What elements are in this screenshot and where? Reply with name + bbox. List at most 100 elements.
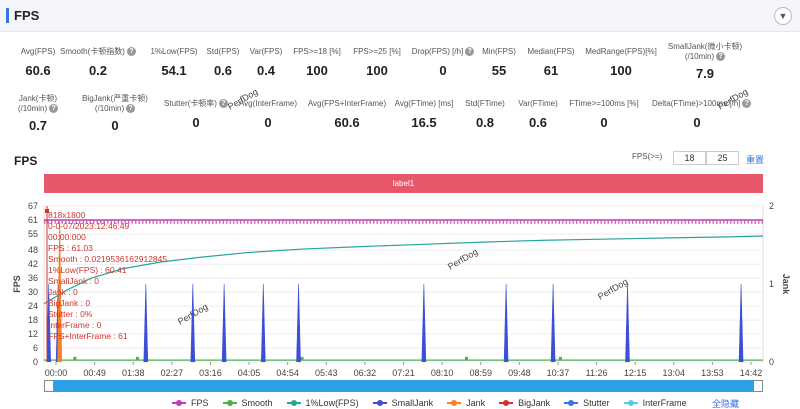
metric-16: Avg(FPS+InterFrame) 60.6 xyxy=(302,99,392,130)
scroll-handle-right[interactable] xyxy=(753,380,763,392)
smalljank-spike xyxy=(296,283,301,363)
y-tick-label: 42 xyxy=(28,259,38,269)
help-icon[interactable]: ? xyxy=(49,104,59,114)
help-icon[interactable]: ? xyxy=(742,99,752,109)
legend-swatch-icon xyxy=(623,400,638,406)
y2-tick-label: 1 xyxy=(769,279,774,289)
metric-1: Smooth(卡顿指数)? 0.2 xyxy=(53,47,143,78)
help-icon[interactable]: ? xyxy=(218,99,228,109)
chevron-down-icon[interactable]: ▼ xyxy=(774,7,792,25)
watermark-text: PerfDog xyxy=(716,87,750,112)
x-tick-label: 06:32 xyxy=(354,368,377,378)
x-tick-label: 13:04 xyxy=(663,368,686,378)
legend-item[interactable]: Stutter xyxy=(564,398,610,408)
x-tick-label: 05:43 xyxy=(315,368,338,378)
y-tick-label: 12 xyxy=(28,329,38,339)
legend-item[interactable]: 1%Low(FPS) xyxy=(286,398,359,408)
metric-label: Stutter(卡顿率) xyxy=(164,99,217,108)
metric-label: Delta(FTime)>100ms [/h] xyxy=(652,99,741,108)
metric-value: 60.6 xyxy=(334,115,360,130)
legend-item[interactable]: FPS xyxy=(172,398,209,408)
metric-3: Std(FPS) 0.6 xyxy=(178,47,268,78)
metric-label-unit: (/10min) xyxy=(94,104,125,113)
tooltip-line: 00:00:000 xyxy=(48,232,86,242)
metric-11: SmallJank(微小卡顿) (/10min)? 7.9 xyxy=(660,42,750,81)
metric-label: FTime>=100ms [%] xyxy=(569,99,639,108)
metric-20: FTime>=100ms [%] 0 xyxy=(559,99,649,130)
fps-threshold-input-1[interactable] xyxy=(673,151,706,165)
fps-threshold-label: FPS(>=) xyxy=(632,152,663,161)
x-tick-label: 09:48 xyxy=(508,368,531,378)
y-tick-label: 24 xyxy=(28,301,38,311)
tooltip-line: Jank : 0 xyxy=(48,287,78,297)
metric-7: Drop(FPS) [/h]? 0 xyxy=(398,47,488,78)
help-icon[interactable]: ? xyxy=(465,47,475,57)
reset-button[interactable]: 重置 xyxy=(746,155,765,165)
metric-value: 0.6 xyxy=(213,63,233,78)
metric-label: Drop(FPS) [/h] xyxy=(411,47,464,56)
tooltip-line: FPS+InterFrame : 61 xyxy=(48,331,128,341)
legend-item[interactable]: BigJank xyxy=(499,398,550,408)
legend-swatch-icon xyxy=(372,400,387,406)
legend-item[interactable]: Jank xyxy=(447,398,485,408)
help-icon[interactable]: ? xyxy=(126,104,136,114)
metric-value: 0 xyxy=(192,115,200,130)
help-icon[interactable]: ? xyxy=(126,47,136,57)
fps-threshold-input-2[interactable] xyxy=(706,151,739,165)
smalljank-spike xyxy=(190,283,196,363)
legend-label: 1%Low(FPS) xyxy=(305,398,359,408)
metric-0: Avg(FPS) 60.6 xyxy=(0,47,83,78)
legend-label: SmallJank xyxy=(391,398,434,408)
x-tick-label: 10:37 xyxy=(547,368,570,378)
legend-swatch-icon xyxy=(564,400,579,406)
metric-10: MedRange(FPS)[%] 100 xyxy=(576,47,666,78)
tooltip-line: SmallJank : 0 xyxy=(48,276,99,286)
metric-label: Median(FPS) xyxy=(527,47,575,56)
y-tick-label: 0 xyxy=(33,357,38,367)
metric-label: Avg(InterFrame) xyxy=(238,99,298,108)
plot-area xyxy=(43,205,764,363)
y-tick-label: 67 xyxy=(28,201,38,211)
tooltip-line: Smooth : 0.0219536162912845 xyxy=(48,254,167,264)
legend-label: FPS xyxy=(191,398,209,408)
metric-21: Delta(FTime)>100ms [/h]? 0 xyxy=(652,99,752,130)
label-band[interactable]: label1 xyxy=(44,174,763,193)
tooltip-line: 1%Low(FPS) : 60.41 xyxy=(48,265,127,275)
x-tick-label: 11:26 xyxy=(586,368,608,378)
legend-label: InterFrame xyxy=(642,398,687,408)
x-tick-label: 01:38 xyxy=(122,368,145,378)
metric-value: 54.1 xyxy=(161,63,187,78)
metric-17: Avg(FTime) [ms] 16.5 xyxy=(379,99,469,130)
metric-label: MedRange(FPS)[%] xyxy=(585,47,657,56)
metric-value: 0 xyxy=(600,115,608,130)
metric-5: FPS>=18 [%] 100 xyxy=(272,47,362,78)
time-range-scrollbar[interactable] xyxy=(44,380,763,392)
x-tick-label: 14:42 xyxy=(740,368,763,378)
metric-4: Var(FPS) 0.4 xyxy=(221,47,311,78)
scroll-handle-left[interactable] xyxy=(44,380,54,392)
help-icon[interactable]: ? xyxy=(716,52,726,62)
legend-item[interactable]: InterFrame xyxy=(623,398,687,408)
tooltip-line: BigJank : 0 xyxy=(48,298,90,308)
metric-value: 61 xyxy=(543,63,559,78)
x-tick-label: 00:49 xyxy=(83,368,106,378)
x-tick-label: 02:27 xyxy=(161,368,184,378)
y2-axis-title: Jank xyxy=(781,274,791,296)
metric-value: 16.5 xyxy=(411,115,437,130)
metric-label: SmallJank(微小卡顿) xyxy=(667,42,743,51)
smooth-series-mark xyxy=(300,356,304,361)
hide-all-button[interactable]: 全隐藏 xyxy=(712,399,740,409)
metric-label: Std(FTime) xyxy=(465,99,505,108)
tooltip-line: 818x1800 xyxy=(48,210,86,220)
legend-item[interactable]: SmallJank xyxy=(372,398,434,408)
legend-swatch-icon xyxy=(172,400,186,406)
metric-6: FPS>=25 [%] 100 xyxy=(332,47,422,78)
legend-label: Stutter xyxy=(583,398,610,408)
legend-label: Smooth xyxy=(241,398,273,408)
tooltip-line: FPS : 61.03 xyxy=(48,243,93,253)
y-tick-label: 30 xyxy=(28,287,38,297)
metric-label: Smooth(卡顿指数) xyxy=(60,47,125,56)
metric-label: Min(FPS) xyxy=(482,47,516,56)
legend-item[interactable]: Smooth xyxy=(222,398,273,408)
